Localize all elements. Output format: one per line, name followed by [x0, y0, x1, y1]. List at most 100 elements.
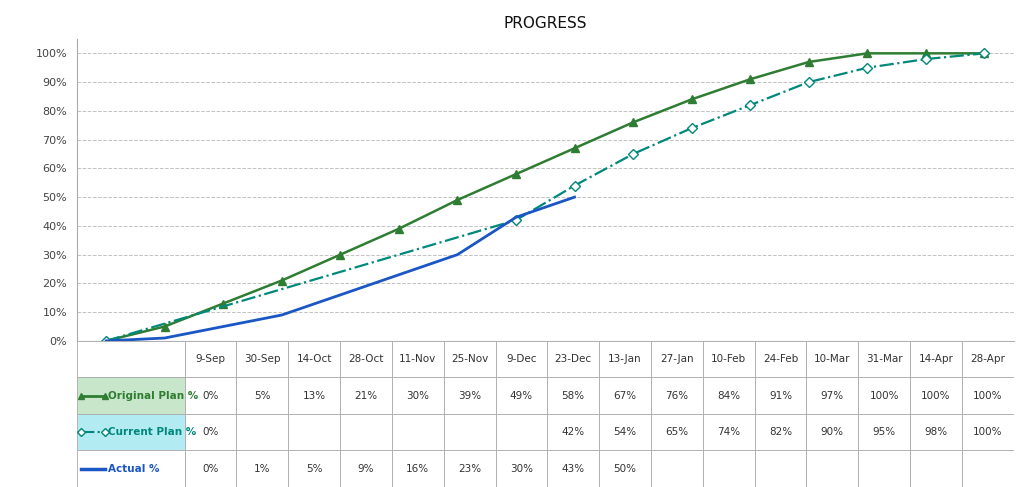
- Text: 31-Mar: 31-Mar: [866, 354, 902, 364]
- Text: 25-Nov: 25-Nov: [451, 354, 488, 364]
- Text: Current Plan %: Current Plan %: [108, 427, 196, 437]
- Text: 74%: 74%: [717, 427, 740, 437]
- Text: 39%: 39%: [458, 391, 481, 401]
- Text: 100%: 100%: [973, 427, 1002, 437]
- Bar: [77, 377, 184, 414]
- Text: 27-Jan: 27-Jan: [660, 354, 693, 364]
- Text: 13-Jan: 13-Jan: [608, 354, 642, 364]
- Bar: [910, 341, 962, 377]
- Bar: [910, 414, 962, 450]
- Bar: [288, 414, 340, 450]
- Text: 24-Feb: 24-Feb: [763, 354, 798, 364]
- Bar: [340, 414, 392, 450]
- Bar: [807, 377, 858, 414]
- Bar: [288, 341, 340, 377]
- Text: 91%: 91%: [769, 391, 793, 401]
- Bar: [962, 341, 1014, 377]
- Text: Actual %: Actual %: [108, 464, 159, 474]
- Bar: [77, 414, 184, 450]
- Text: 82%: 82%: [769, 427, 793, 437]
- Bar: [77, 341, 184, 377]
- Bar: [237, 414, 288, 450]
- Bar: [496, 377, 548, 414]
- Text: 90%: 90%: [821, 427, 844, 437]
- Text: 14-Apr: 14-Apr: [919, 354, 953, 364]
- Bar: [962, 414, 1014, 450]
- Bar: [807, 414, 858, 450]
- Bar: [184, 341, 237, 377]
- Bar: [392, 450, 443, 487]
- Text: 58%: 58%: [562, 391, 585, 401]
- Text: 30%: 30%: [510, 464, 532, 474]
- Bar: [548, 450, 599, 487]
- Bar: [392, 341, 443, 377]
- Text: 5%: 5%: [254, 391, 270, 401]
- Text: 97%: 97%: [821, 391, 844, 401]
- Bar: [599, 377, 651, 414]
- Title: PROGRESS: PROGRESS: [504, 16, 587, 31]
- Text: 65%: 65%: [666, 427, 688, 437]
- Bar: [858, 414, 910, 450]
- Text: 50%: 50%: [613, 464, 637, 474]
- Text: 10-Feb: 10-Feb: [711, 354, 746, 364]
- Bar: [184, 377, 237, 414]
- Bar: [651, 377, 702, 414]
- Bar: [755, 450, 807, 487]
- Bar: [755, 341, 807, 377]
- Bar: [496, 341, 548, 377]
- Bar: [702, 341, 755, 377]
- Bar: [962, 450, 1014, 487]
- Bar: [237, 377, 288, 414]
- Bar: [858, 341, 910, 377]
- Bar: [184, 414, 237, 450]
- Text: 23-Dec: 23-Dec: [555, 354, 592, 364]
- Bar: [548, 377, 599, 414]
- Text: 0%: 0%: [203, 427, 219, 437]
- Bar: [962, 377, 1014, 414]
- Bar: [443, 450, 496, 487]
- Bar: [392, 377, 443, 414]
- Text: 0%: 0%: [203, 464, 219, 474]
- Text: 100%: 100%: [869, 391, 899, 401]
- Bar: [599, 450, 651, 487]
- Text: 30%: 30%: [407, 391, 429, 401]
- Bar: [599, 341, 651, 377]
- Bar: [548, 414, 599, 450]
- Bar: [548, 341, 599, 377]
- Bar: [651, 450, 702, 487]
- Bar: [443, 414, 496, 450]
- Text: 84%: 84%: [717, 391, 740, 401]
- Bar: [858, 450, 910, 487]
- Bar: [702, 414, 755, 450]
- Text: 13%: 13%: [302, 391, 326, 401]
- Bar: [755, 414, 807, 450]
- Bar: [807, 341, 858, 377]
- Text: 0%: 0%: [203, 391, 219, 401]
- Text: 28-Oct: 28-Oct: [348, 354, 384, 364]
- Text: 49%: 49%: [510, 391, 532, 401]
- Text: 100%: 100%: [973, 391, 1002, 401]
- Text: 76%: 76%: [666, 391, 688, 401]
- Bar: [184, 450, 237, 487]
- Text: 28-Apr: 28-Apr: [971, 354, 1006, 364]
- Bar: [288, 377, 340, 414]
- Text: 1%: 1%: [254, 464, 270, 474]
- Text: 67%: 67%: [613, 391, 637, 401]
- Bar: [807, 450, 858, 487]
- Bar: [340, 450, 392, 487]
- Text: 9%: 9%: [357, 464, 374, 474]
- Text: 10-Mar: 10-Mar: [814, 354, 851, 364]
- Text: 95%: 95%: [872, 427, 896, 437]
- Bar: [496, 414, 548, 450]
- Bar: [340, 341, 392, 377]
- Text: 98%: 98%: [925, 427, 947, 437]
- Bar: [599, 414, 651, 450]
- Bar: [237, 450, 288, 487]
- Bar: [702, 377, 755, 414]
- Text: 30-Sep: 30-Sep: [244, 354, 281, 364]
- Text: 14-Oct: 14-Oct: [296, 354, 332, 364]
- Bar: [858, 377, 910, 414]
- Bar: [443, 377, 496, 414]
- Text: 100%: 100%: [922, 391, 950, 401]
- Bar: [910, 377, 962, 414]
